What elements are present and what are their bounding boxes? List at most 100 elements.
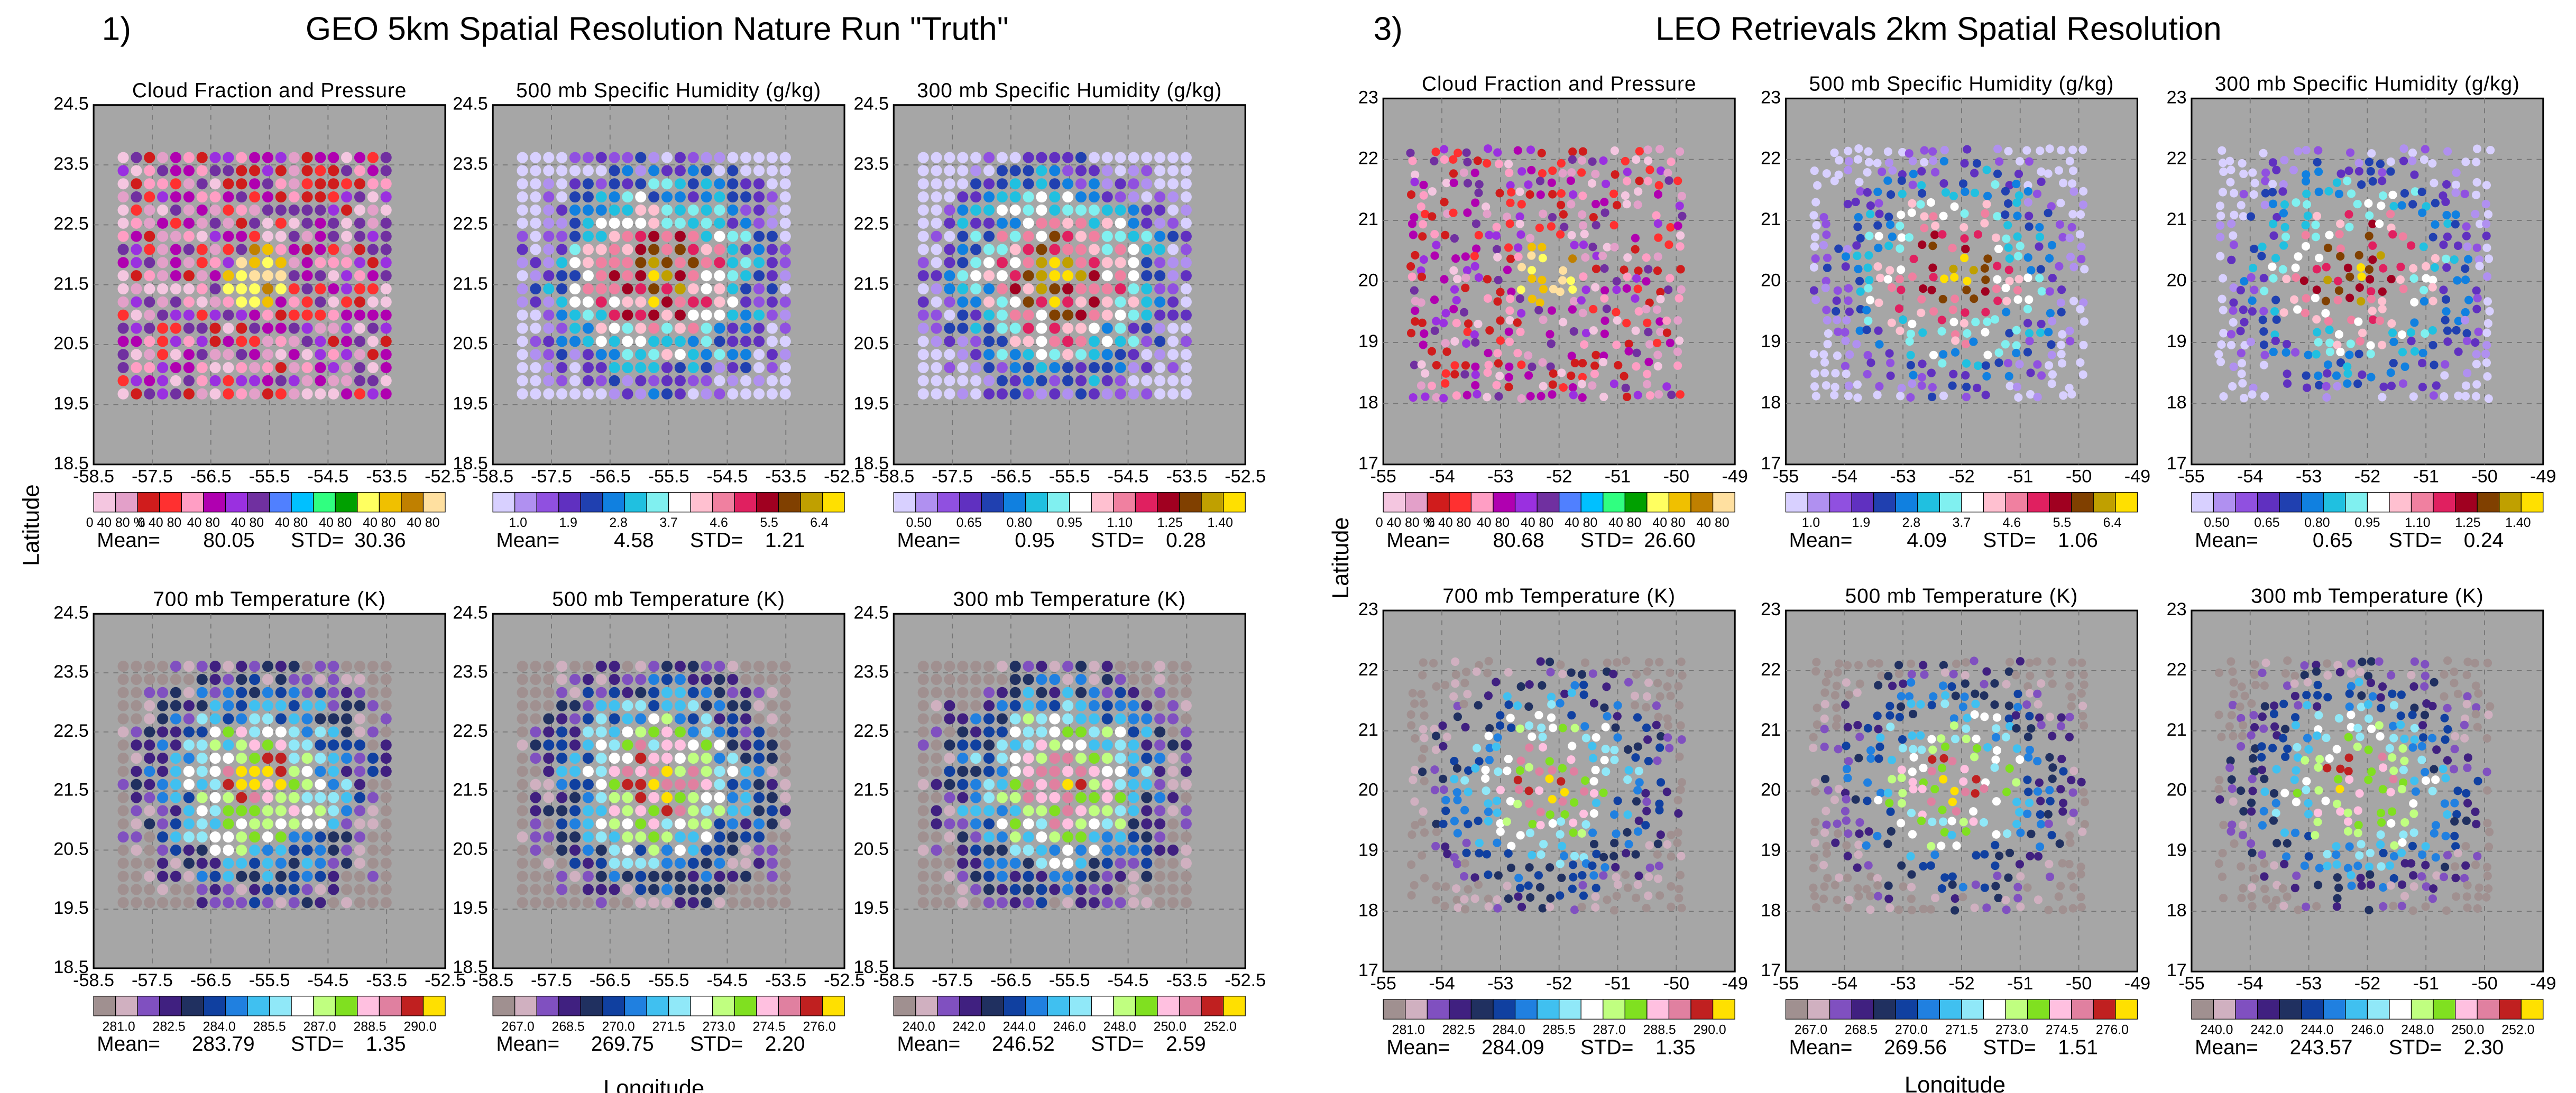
- map-dot: [583, 739, 594, 751]
- map-dot: [131, 310, 142, 321]
- map-dot: [1023, 661, 1034, 672]
- map-dot: [1023, 388, 1034, 400]
- map-dot: [2016, 872, 2025, 881]
- colorbar-cell: [1383, 493, 1405, 512]
- map-dot: [1581, 253, 1589, 262]
- map-dot: [289, 713, 300, 724]
- map-dot: [701, 244, 712, 255]
- map-dot: [957, 753, 968, 764]
- map-dot: [1023, 779, 1034, 790]
- map-dot: [1676, 201, 1684, 210]
- map-dot: [1949, 370, 1957, 378]
- map-dot: [1493, 149, 1502, 157]
- map-dot: [740, 270, 751, 281]
- colorbar-label: 40 80: [363, 516, 395, 530]
- map-dot: [648, 739, 659, 751]
- map-dot: [1167, 257, 1179, 268]
- map-dot: [1484, 902, 1493, 911]
- map-dot: [249, 152, 260, 163]
- map-dot: [1154, 231, 1165, 242]
- map-dot: [556, 191, 567, 202]
- map-dot: [2462, 382, 2470, 390]
- map-dot: [328, 322, 339, 334]
- y-tick-label: 21: [1761, 720, 1781, 740]
- map-dot: [1547, 222, 1556, 230]
- map-dot: [622, 218, 633, 229]
- x-tick-label: -49: [1722, 467, 1747, 487]
- map-dot: [1128, 178, 1139, 189]
- map-dot: [569, 858, 581, 869]
- map-dot: [727, 270, 738, 281]
- colorbar-label: 1.0: [1802, 516, 1820, 530]
- map-dot: [609, 152, 620, 163]
- map-dot: [1909, 181, 1917, 189]
- map-dot: [1567, 200, 1575, 208]
- map-dot: [780, 700, 791, 711]
- y-tick-label: 24.5: [453, 603, 488, 623]
- map-dot: [1462, 339, 1470, 348]
- map-dot: [1089, 191, 1100, 202]
- colorbar-cell: [423, 996, 445, 1016]
- map-dot: [354, 871, 365, 882]
- map-dot: [1513, 800, 1522, 808]
- map-dot: [183, 152, 195, 163]
- map-dot: [1557, 874, 1566, 882]
- map-dot: [183, 349, 195, 360]
- map-dot: [1832, 307, 1840, 316]
- map-dot: [144, 726, 155, 737]
- map-dot: [556, 858, 567, 869]
- map-dot: [2387, 158, 2395, 166]
- map-dot: [1494, 871, 1503, 879]
- map-dot: [2002, 905, 2011, 914]
- map-dot: [2045, 753, 2054, 762]
- map-dot: [197, 388, 208, 400]
- map-dot: [780, 191, 791, 202]
- y-tick-label: 24.5: [53, 603, 89, 623]
- map-dot: [1441, 379, 1449, 387]
- map-dot: [1677, 785, 1685, 794]
- map-dot: [1995, 348, 2003, 357]
- map-dot: [609, 726, 620, 737]
- map-dot: [1959, 777, 1967, 786]
- map-dot: [2059, 179, 2067, 187]
- map-dot: [701, 713, 712, 724]
- map-dot: [701, 257, 712, 268]
- map-dot: [569, 283, 581, 294]
- mean-value: 284.09: [1482, 1036, 1544, 1059]
- map-dot: [2354, 318, 2362, 326]
- map-dot: [1578, 670, 1586, 679]
- map-dot: [1023, 884, 1034, 895]
- map-dot: [1538, 169, 1547, 178]
- map-dot: [1115, 871, 1126, 882]
- map-dot: [381, 283, 392, 294]
- map-dot: [714, 231, 725, 242]
- map-dot: [1631, 234, 1640, 242]
- map-dot: [1887, 372, 1895, 380]
- map-dot: [1854, 155, 1862, 164]
- x-tick-label: -53.5: [1166, 970, 1207, 990]
- map-dot: [183, 375, 195, 386]
- map-dot: [1460, 872, 1468, 881]
- map-dot: [1504, 668, 1513, 677]
- map-dot: [1507, 842, 1515, 850]
- map-dot: [1591, 170, 1599, 178]
- map-dot: [918, 336, 929, 347]
- map-dot: [556, 726, 567, 737]
- map-dot: [543, 218, 554, 229]
- map-dot: [648, 218, 659, 229]
- map-dot: [1907, 809, 1916, 817]
- map-dot: [1938, 805, 1946, 814]
- map-dot: [1655, 658, 1663, 666]
- map-dot: [1845, 896, 1854, 904]
- map-dot: [714, 336, 725, 347]
- map-dot: [675, 191, 686, 202]
- map-dot: [2313, 265, 2321, 273]
- map-dot: [1471, 764, 1479, 773]
- map-dot: [1928, 746, 1937, 754]
- map-dot: [1833, 819, 1842, 828]
- map-dot: [1981, 275, 1990, 284]
- map-dot: [1591, 903, 1599, 912]
- map-dot: [2321, 309, 2330, 318]
- map-dot: [2228, 382, 2237, 391]
- map-dot: [262, 805, 273, 816]
